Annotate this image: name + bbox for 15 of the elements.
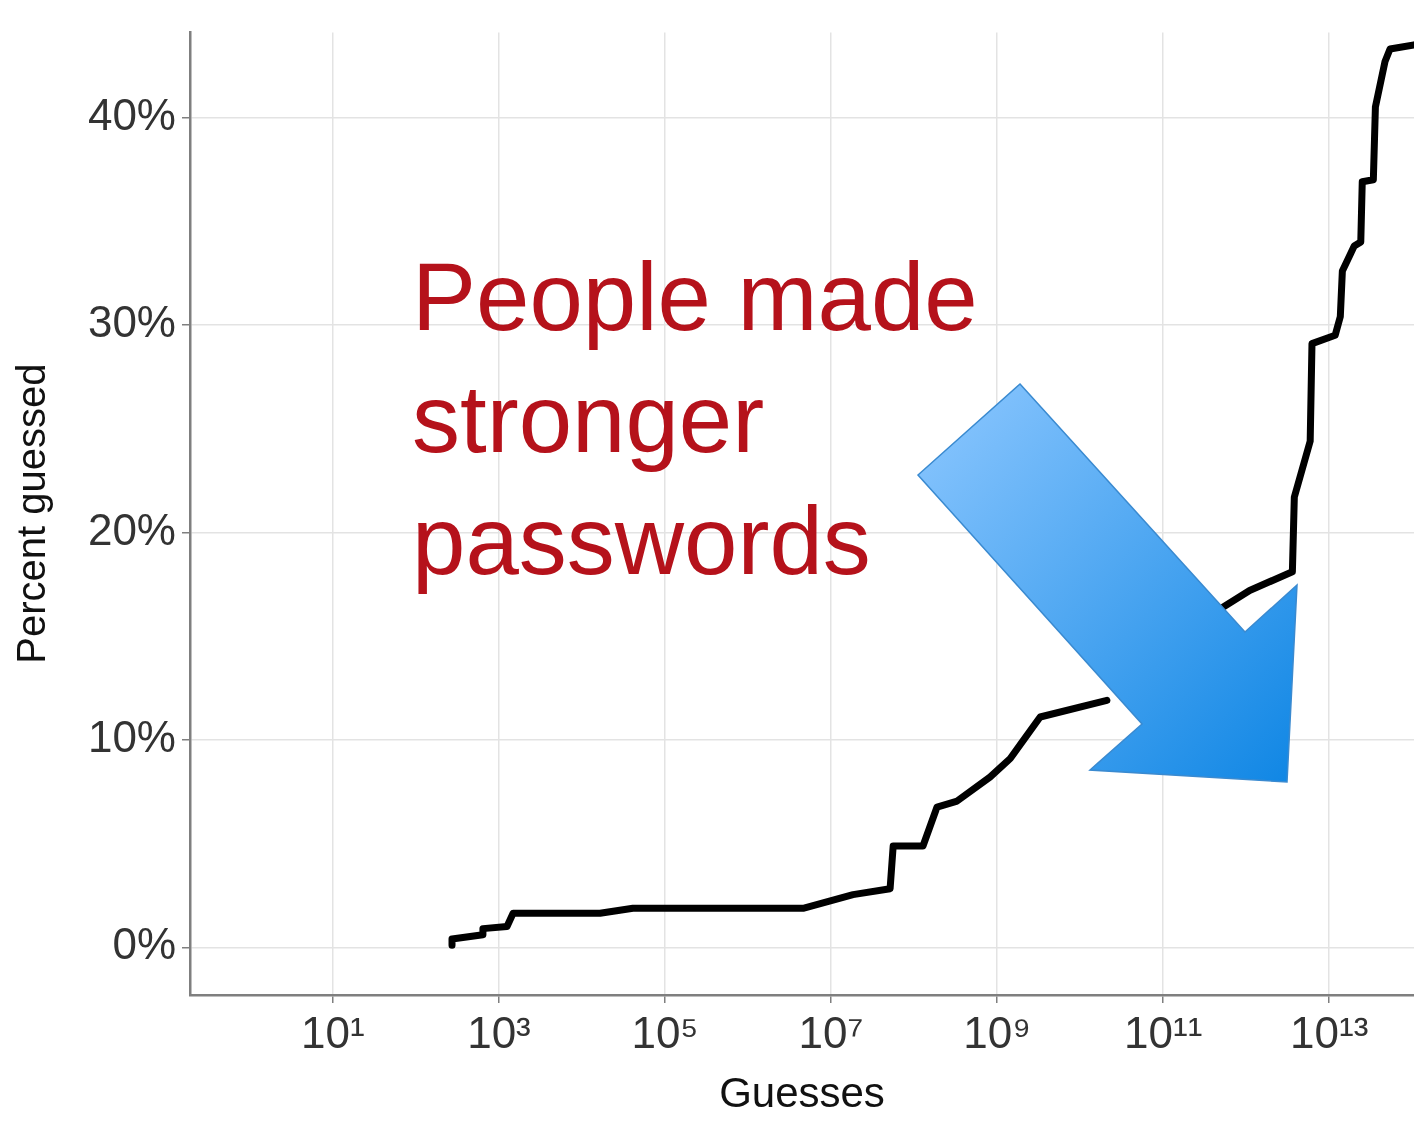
y-tick-label: 10% [87,711,176,761]
x-tick-label: 10⁵ [631,1007,699,1057]
x-tick-label: 10⁹ [963,1007,1032,1057]
y-axis-title: Percent guessed [9,363,54,664]
y-tick-label: 40% [87,89,176,139]
y-tick-label: 30% [87,297,176,347]
x-tick-label: 10¹¹ [1124,1007,1203,1057]
y-tick-label: 0% [112,919,176,969]
x-tick-label: 10¹³ [1290,1007,1369,1057]
x-tick-label: 10³ [467,1007,531,1057]
x-tick-label: 10¹ [301,1007,365,1057]
y-tick-label: 20% [87,504,176,554]
x-tick-label: 10⁷ [798,1007,864,1057]
annotation: People made stronger passwords [412,243,978,594]
x-axis-title: Guesses [719,1069,885,1117]
